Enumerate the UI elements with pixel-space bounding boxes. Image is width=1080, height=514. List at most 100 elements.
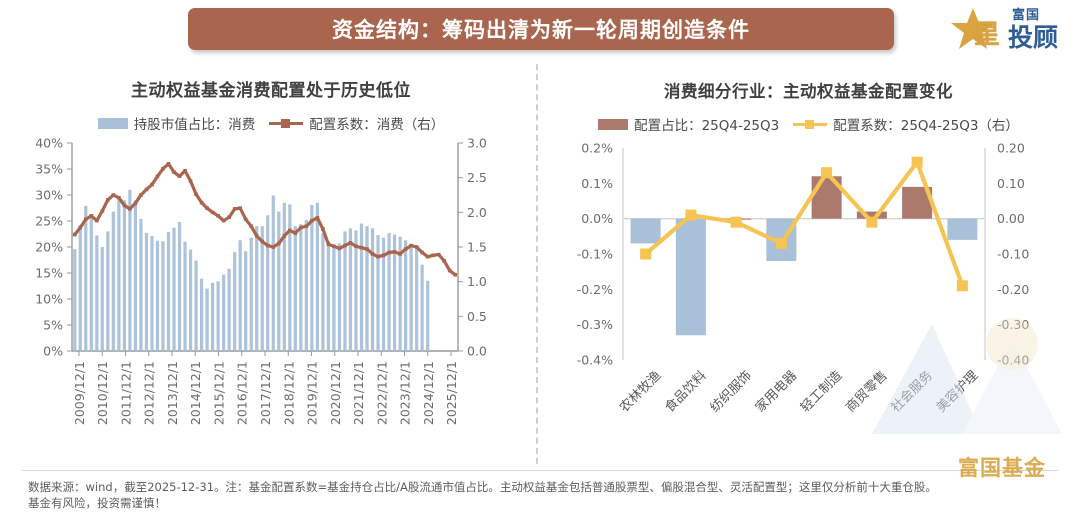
star-icon bbox=[951, 8, 995, 49]
y-axis-tick-label: 0.0% bbox=[581, 211, 613, 226]
bar bbox=[95, 235, 99, 351]
y-axis-tick-label: 0% bbox=[43, 344, 63, 359]
bar bbox=[288, 204, 292, 351]
bar bbox=[205, 288, 209, 351]
legend-label-holding-share: 持股市值占比：消费 bbox=[133, 117, 256, 133]
line-marker bbox=[128, 207, 132, 211]
line-marker bbox=[205, 206, 209, 210]
y2-axis-tick-label: -0.20 bbox=[997, 282, 1029, 297]
y-axis-tick-label: -0.4% bbox=[577, 353, 613, 368]
right-line-series bbox=[643, 160, 965, 288]
y-axis-tick-label: 15% bbox=[35, 266, 63, 281]
line-marker bbox=[95, 218, 99, 223]
bar bbox=[282, 202, 286, 351]
bar bbox=[293, 226, 297, 351]
line-marker bbox=[730, 216, 742, 228]
line-marker bbox=[210, 210, 215, 215]
legend-label-alloc-share: 配置占比：25Q4-25Q3 bbox=[634, 118, 780, 134]
y-axis-tick-label: 20% bbox=[35, 240, 63, 255]
y2-axis-tick-label: 1.5 bbox=[467, 240, 487, 255]
line-marker bbox=[78, 225, 83, 230]
x-axis-tick-label: 2023/12/1 bbox=[398, 361, 413, 425]
bar bbox=[326, 241, 331, 351]
line-marker bbox=[392, 250, 397, 254]
y-axis-tick-label: 35% bbox=[35, 162, 63, 177]
y-axis-tick-label: 10% bbox=[35, 292, 63, 307]
footer-line-1: 数据来源：wind，截至2025-12-31。注：基金配置系数=基金持仓占比/A… bbox=[28, 480, 937, 494]
x-axis-tick-label: 2017/12/1 bbox=[258, 361, 273, 425]
bar bbox=[370, 228, 375, 351]
bar bbox=[392, 234, 397, 351]
x-axis-category-label: 美容护理 bbox=[933, 368, 981, 416]
bar bbox=[111, 211, 115, 351]
line-marker bbox=[348, 241, 353, 245]
line-marker bbox=[216, 214, 220, 218]
left-chart-panel: 主动权益基金消费配置处于历史低位 持股市值占比：消费 配置系数：消费（右） 40… bbox=[10, 62, 532, 460]
line-marker bbox=[431, 253, 435, 258]
bar bbox=[183, 241, 187, 351]
line-marker bbox=[299, 225, 303, 230]
footer-note: 数据来源：wind，截至2025-12-31。注：基金配置系数=基金持仓占比/A… bbox=[28, 479, 1068, 511]
y2-axis-tick-label: 1.0 bbox=[467, 274, 487, 289]
bar bbox=[89, 214, 93, 351]
x-axis-tick-label: 2018/12/1 bbox=[281, 361, 296, 425]
line-marker bbox=[155, 174, 160, 179]
bar bbox=[177, 222, 182, 351]
bar bbox=[398, 236, 402, 351]
y-axis-tick-label: 30% bbox=[35, 188, 63, 203]
bar bbox=[277, 211, 281, 351]
line-marker bbox=[911, 156, 923, 168]
y-axis-tick-label: 0.1% bbox=[581, 176, 613, 191]
y2-axis-tick-label: 0.20 bbox=[997, 141, 1025, 156]
x-axis-tick-label: 2024/12/1 bbox=[421, 361, 436, 425]
right-plot-area: 0.2% 0.1% 0.0% -0.1% -0.2% -0.3% -0.4% 0.20 0.10… bbox=[545, 134, 1072, 446]
bar bbox=[128, 189, 132, 351]
line-marker bbox=[282, 234, 287, 238]
bar bbox=[365, 226, 369, 351]
bar bbox=[78, 227, 82, 351]
line-marker bbox=[243, 217, 248, 222]
legend-item-alloc-coef: 配置系数：25Q4-25Q3（右） bbox=[793, 114, 1019, 134]
line-marker bbox=[188, 179, 193, 183]
y-axis-tick-label: -0.2% bbox=[577, 282, 613, 297]
bar bbox=[188, 249, 193, 351]
footer-watermark: 富国基金 bbox=[958, 456, 1046, 480]
bar bbox=[117, 200, 121, 351]
bar bbox=[381, 237, 386, 351]
left-chart-legend: 持股市值占比：消费 配置系数：消费（右） bbox=[10, 113, 532, 133]
bar bbox=[73, 249, 77, 351]
logo-star-glyph: 星 bbox=[974, 20, 1001, 50]
x-axis-tick-label: 2011/12/1 bbox=[118, 361, 133, 425]
left-line-series bbox=[73, 162, 457, 277]
bar bbox=[133, 200, 138, 351]
x-axis-category-label: 食品饮料 bbox=[662, 368, 710, 416]
line-marker bbox=[321, 227, 325, 231]
line-marker bbox=[260, 239, 265, 244]
legend-item-holding-share: 持股市值占比：消费 bbox=[97, 113, 256, 133]
x-axis-tick-label: 2022/12/1 bbox=[374, 361, 389, 425]
bar bbox=[387, 232, 391, 351]
y2-axis-tick-label: -0.40 bbox=[997, 353, 1029, 368]
line-marker bbox=[288, 228, 292, 233]
x-axis-category-label: 社会服务 bbox=[888, 368, 936, 416]
y-axis-tick-label: 5% bbox=[43, 318, 63, 333]
bar bbox=[337, 243, 342, 351]
line-marker bbox=[199, 200, 204, 205]
line-marker bbox=[425, 254, 430, 259]
line-marker bbox=[265, 243, 270, 248]
brand-logo: 星 富国 投顾 bbox=[950, 2, 1072, 56]
right-chart-title: 消费细分行业：主动权益基金配置变化 bbox=[664, 82, 953, 101]
legend-swatch-bar bbox=[598, 118, 629, 130]
line-marker bbox=[83, 217, 88, 222]
bar bbox=[238, 240, 242, 351]
bar bbox=[856, 211, 887, 219]
y-axis-tick-label: -0.3% bbox=[577, 317, 613, 332]
y2-axis-tick-label: 0.10 bbox=[997, 176, 1025, 191]
line-marker bbox=[956, 280, 968, 292]
x-axis-tick-label: 2020/12/1 bbox=[328, 361, 343, 425]
legend-item-allocation-coef: 配置系数：消费（右） bbox=[269, 113, 444, 133]
right-chart-panel: 消费细分行业：主动权益基金配置变化 配置占比：25Q4-25Q3 配置系数：25… bbox=[545, 62, 1072, 460]
line-marker bbox=[122, 203, 127, 208]
line-marker bbox=[354, 244, 358, 249]
x-axis-tick-label: 2013/12/1 bbox=[165, 361, 180, 425]
